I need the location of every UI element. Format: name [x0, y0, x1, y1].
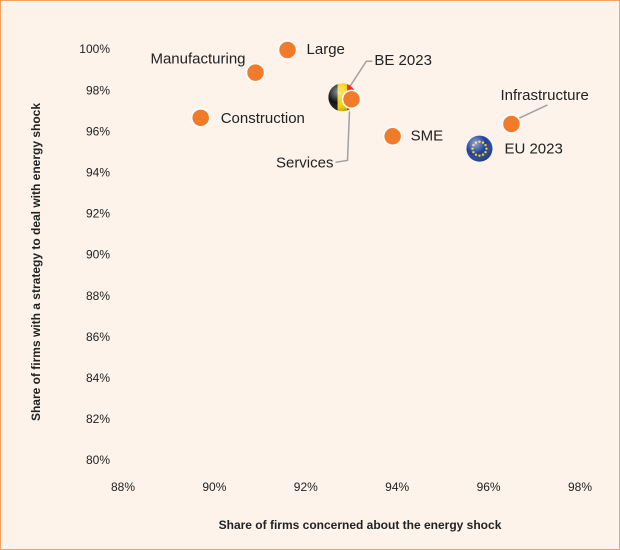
y-tick-label: 82%	[86, 412, 110, 426]
leader-line	[335, 111, 351, 164]
y-tick-label: 80%	[86, 453, 110, 467]
point-label: Construction	[221, 110, 305, 127]
y-tick-label: 90%	[86, 248, 110, 262]
y-tick-label: 94%	[86, 165, 110, 179]
point-label: EU 2023	[504, 141, 562, 158]
leader-line	[348, 60, 373, 88]
leader-line	[515, 104, 548, 121]
point-label: SME	[411, 127, 444, 144]
x-tick-label: 88%	[111, 480, 135, 494]
y-axis-label: Share of firms with a strategy to deal w…	[29, 103, 43, 421]
y-tick-label: 86%	[86, 330, 110, 344]
y-tick-label: 88%	[86, 289, 110, 303]
point	[277, 40, 298, 60]
point	[190, 108, 211, 128]
x-tick-label: 92%	[294, 480, 318, 494]
point	[245, 62, 266, 83]
point-label: BE 2023	[374, 52, 432, 69]
x-tick-label: 94%	[385, 480, 409, 494]
shine	[466, 135, 493, 162]
flag-marker	[466, 135, 493, 162]
y-tick-label: 84%	[86, 371, 110, 385]
x-tick-label: 98%	[568, 480, 592, 494]
point	[501, 114, 522, 134]
point-label: Manufacturing	[150, 51, 245, 68]
y-tick-label: 100%	[79, 42, 110, 56]
point-label: Infrastructure	[500, 87, 588, 104]
y-tick-label: 92%	[86, 207, 110, 221]
y-tick-label: 98%	[86, 83, 110, 97]
point	[382, 126, 403, 147]
x-axis-label: Share of firms concerned about the energ…	[219, 518, 502, 532]
x-tick-label: 96%	[477, 480, 501, 494]
point-label: Large	[307, 41, 345, 58]
point	[341, 89, 362, 110]
x-tick-label: 90%	[202, 480, 226, 494]
y-tick-label: 96%	[86, 124, 110, 138]
point-label: Services	[276, 154, 334, 171]
